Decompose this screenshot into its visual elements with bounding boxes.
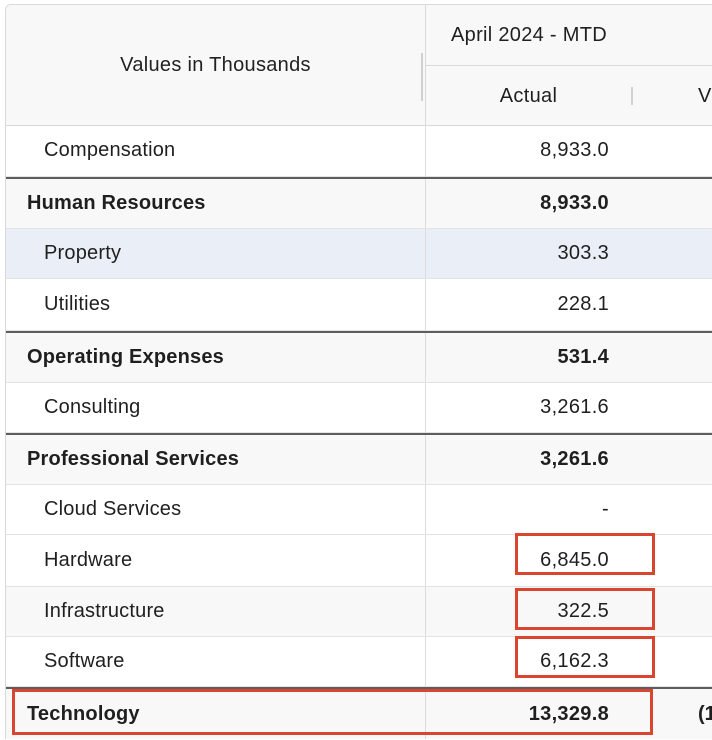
actual-column-header[interactable]: Actual [499,84,558,107]
cell-divider [425,179,426,228]
actual-cell[interactable]: 531.4 [557,346,609,368]
cell-divider [425,435,426,484]
cell-divider [425,383,426,432]
row-human-resources-total[interactable]: Human Resources 8,933.0 [6,177,712,229]
actual-cell[interactable]: 8,933.0 [540,192,609,214]
row-consulting[interactable]: Consulting 3,261.6 [6,383,712,433]
next-column-header[interactable]: V [698,84,712,107]
row-utilities[interactable]: Utilities 228.1 [6,279,712,331]
row-label: Cloud Services [44,498,182,520]
cell-divider [425,279,426,330]
row-label: Property [44,242,122,264]
pivot-grid: Values in Thousands April 2024 - MTD Act… [5,4,712,739]
row-cloud-services[interactable]: Cloud Services - [6,485,712,535]
header-divider [425,5,426,125]
row-label: Consulting [44,396,141,418]
row-label: Compensation [44,139,176,161]
cell-divider [425,689,426,739]
row-professional-services-total[interactable]: Professional Services 3,261.6 [6,433,712,485]
cell-divider [425,485,426,534]
row-hardware[interactable]: Hardware 6,845.0 [6,535,712,587]
actual-cell[interactable]: 303.3 [557,242,609,264]
cell-divider [425,229,426,278]
cell-divider [425,587,426,636]
column-resize-handle-actual[interactable] [631,87,633,105]
group-total-label: Human Resources [27,192,206,214]
grid-header: Values in Thousands April 2024 - MTD Act… [6,5,712,126]
row-property[interactable]: Property 303.3 [6,229,712,279]
actual-cell[interactable]: 228.1 [557,293,609,315]
cell-divider [425,535,426,586]
row-software[interactable]: Software 6,162.3 [6,637,712,687]
cell-divider [425,637,426,686]
row-technology-total[interactable]: Technology 13,329.8 (1 [6,687,712,739]
next-column-cell[interactable]: (1 [698,702,712,725]
actual-cell[interactable]: 6,845.0 [540,549,609,571]
group-total-label: Operating Expenses [27,346,224,368]
row-label: Software [44,650,125,672]
row-label: Utilities [44,293,111,315]
row-header-label[interactable]: Values in Thousands [120,53,311,76]
row-label: Infrastructure [44,600,165,622]
row-infrastructure[interactable]: Infrastructure 322.5 [6,587,712,637]
row-compensation[interactable]: Compensation 8,933.0 [6,125,712,177]
actual-cell[interactable]: 13,329.8 [528,702,609,725]
cell-divider [425,333,426,382]
group-total-label: Professional Services [27,448,240,470]
actual-cell[interactable]: 8,933.0 [540,139,609,161]
actual-cell[interactable]: - [602,498,609,520]
actual-cell[interactable]: 322.5 [557,600,609,622]
actual-cell[interactable]: 6,162.3 [540,650,609,672]
column-resize-handle[interactable] [421,53,423,101]
group-total-label: Technology [27,702,140,725]
row-operating-expenses-total[interactable]: Operating Expenses 531.4 [6,331,712,383]
period-column-group[interactable]: April 2024 - MTD [426,5,712,66]
actual-cell[interactable]: 3,261.6 [540,396,609,418]
cell-divider [425,125,426,176]
actual-cell[interactable]: 3,261.6 [540,448,609,470]
row-label: Hardware [44,549,133,571]
